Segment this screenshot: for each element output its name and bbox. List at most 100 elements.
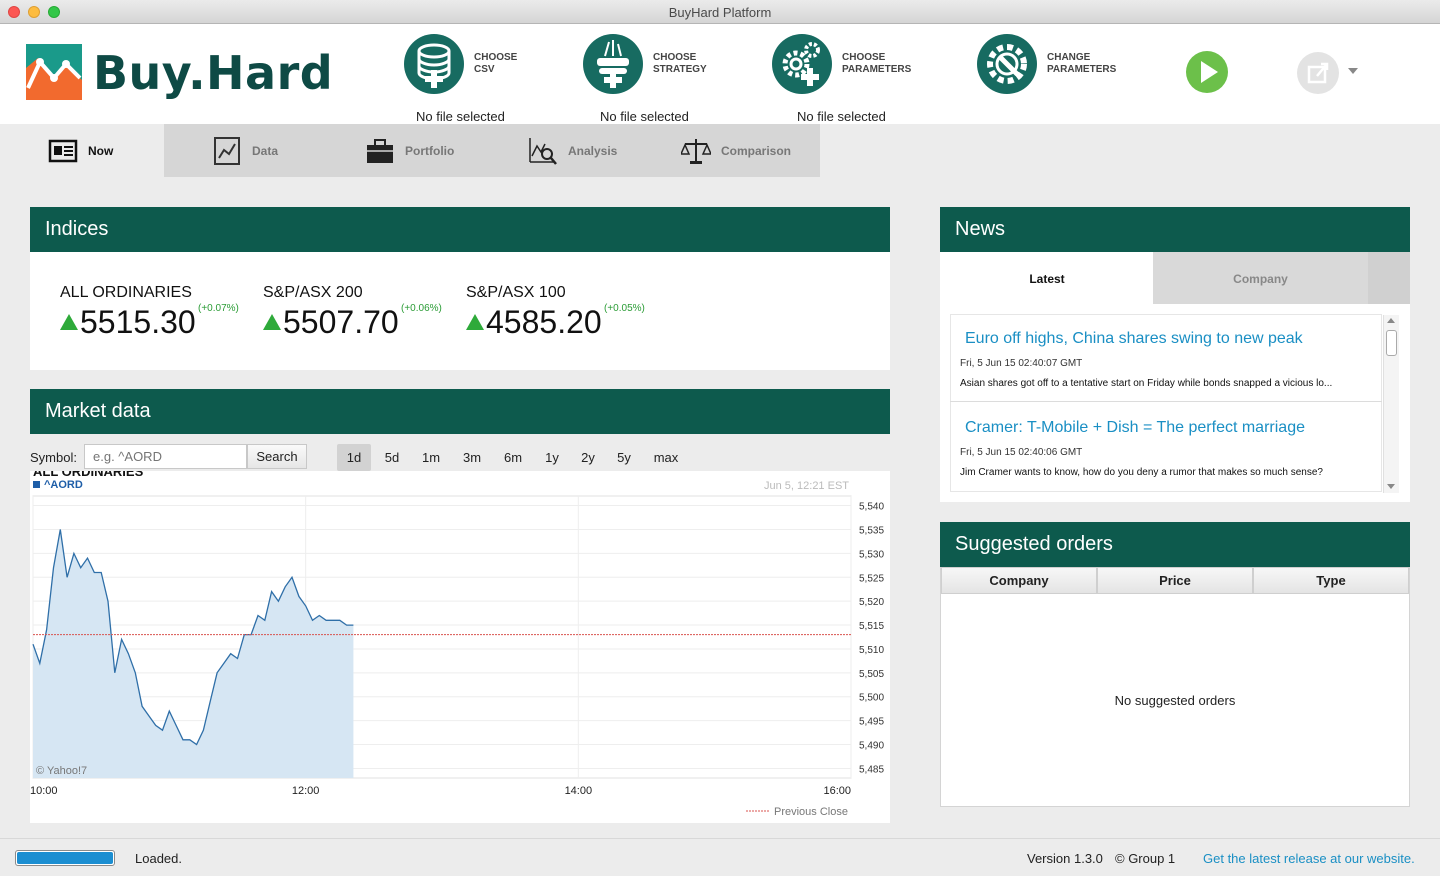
change-parameters-line1: CHANGE [1047, 52, 1091, 63]
series-area [33, 529, 354, 778]
index-value: 5507.70 [283, 304, 399, 340]
minimize-window-button[interactable] [28, 6, 40, 18]
close-window-button[interactable] [8, 6, 20, 18]
news-tab-latest[interactable]: Latest [941, 252, 1153, 304]
range-5y-button[interactable]: 5y [617, 450, 631, 465]
range-max-button[interactable]: max [653, 450, 679, 465]
indices-panel-title: Indices [30, 207, 890, 252]
y-tick-label: 5,510 [859, 645, 884, 656]
window-title: BuyHard Platform [668, 5, 772, 20]
x-tick-label: 16:00 [823, 785, 851, 797]
change-parameters-line2: PARAMETERS [1047, 64, 1117, 75]
news-scrollbar[interactable] [1383, 315, 1399, 493]
news-panel-title: News [940, 207, 1410, 252]
briefcase-icon [367, 138, 393, 163]
range-1m-button[interactable]: 1m [421, 450, 441, 465]
news-item[interactable]: Euro off highs, China shares swing to ne… [950, 330, 1382, 389]
y-tick-label: 5,515 [859, 621, 884, 632]
tab-analysis[interactable]: Analysis [528, 124, 617, 177]
gear-wrench-icon [987, 44, 1027, 84]
tab-data-label: Data [252, 143, 279, 158]
tab-portfolio[interactable]: Portfolio [365, 124, 454, 177]
news-item-title[interactable]: Cramer: T-Mobile + Dish = The perfect ma… [965, 419, 1305, 436]
y-tick-label: 5,520 [859, 597, 884, 608]
run-button[interactable] [1186, 51, 1228, 93]
index-change: (+0.05%) [604, 303, 645, 314]
app-logo-text: Buy.Hard [93, 46, 334, 100]
news-item-title[interactable]: Euro off highs, China shares swing to ne… [965, 330, 1303, 347]
orders-column-type[interactable]: Type [1253, 567, 1409, 594]
index-change: (+0.07%) [198, 303, 239, 314]
newspaper-icon [48, 139, 78, 162]
range-3m-button[interactable]: 3m [462, 450, 482, 465]
database-add-icon [417, 43, 451, 88]
news-scrollbar-thumb[interactable] [1386, 330, 1397, 356]
y-tick-label: 5,525 [859, 573, 884, 584]
range-1y-button[interactable]: 1y [545, 450, 559, 465]
index-sp-asx-100[interactable]: S&P/ASX 100 4585.20 (+0.05%) [466, 284, 645, 340]
window-title-bar: BuyHard Platform [0, 0, 1440, 24]
y-tick-label: 5,485 [859, 764, 884, 775]
x-tick-label: 12:00 [292, 785, 320, 797]
y-tick-label: 5,505 [859, 669, 884, 680]
index-name: ALL ORDINARIES [60, 284, 192, 301]
strategy-add-icon [597, 40, 629, 88]
choose-strategy-line2: STRATEGY [653, 64, 707, 75]
index-name: S&P/ASX 200 [263, 284, 363, 301]
scroll-up-icon[interactable] [1387, 318, 1395, 323]
zoom-window-button[interactable] [48, 6, 60, 18]
search-button[interactable]: Search [247, 444, 307, 469]
market-chart-container: 5,540 5,535 5,530 5,525 5,520 5,515 5,510 5,505… [30, 464, 890, 823]
latest-release-link[interactable]: Get the latest release at our website. [1203, 851, 1415, 866]
news-item[interactable]: Cramer: T-Mobile + Dish = The perfect ma… [950, 419, 1382, 478]
range-1d-button[interactable]: 1d [337, 444, 371, 471]
tab-comparison[interactable]: Comparison [681, 124, 791, 177]
choose-parameters-line2: PARAMETERS [842, 64, 912, 75]
orders-column-price[interactable]: Price [1097, 567, 1253, 594]
index-change: (+0.06%) [401, 303, 442, 314]
chart-source: © Yahoo!7 [36, 765, 87, 777]
index-value: 5515.30 [80, 304, 196, 340]
news-item-description: Asian shares got off to a tentative star… [960, 378, 1333, 389]
load-progress-bar [15, 850, 115, 866]
legend-swatch [33, 481, 40, 488]
range-6m-button[interactable]: 6m [503, 450, 523, 465]
group-text: © Group 1 [1115, 851, 1176, 866]
suggested-orders-panel-title: Suggested orders [940, 522, 1410, 567]
previous-close-legend-label: Previous Close [774, 806, 848, 818]
tab-portfolio-label: Portfolio [405, 143, 455, 158]
strategy-file-status: No file selected [600, 109, 689, 124]
orders-column-company[interactable]: Company [941, 567, 1097, 594]
index-all-ordinaries[interactable]: ALL ORDINARIES 5515.30 (+0.07%) [60, 284, 239, 340]
range-5d-button[interactable]: 5d [384, 450, 400, 465]
tab-data[interactable]: Data [212, 124, 278, 177]
tab-analysis-label: Analysis [568, 143, 618, 158]
gears-add-icon [782, 42, 820, 86]
csv-file-status: No file selected [416, 109, 505, 124]
market-data-panel-title: Market data [30, 389, 890, 434]
choose-strategy-line1: CHOOSE [653, 52, 697, 63]
status-text: Loaded. [135, 851, 182, 866]
news-tab-company[interactable]: Company [1153, 252, 1368, 304]
y-tick-label: 5,530 [859, 549, 884, 560]
version-text: Version 1.3.0 [1027, 851, 1103, 866]
y-tick-label: 5,535 [859, 525, 884, 536]
export-dropdown-caret-icon[interactable] [1348, 68, 1358, 74]
parameters-file-status: No file selected [797, 109, 886, 124]
y-tick-label: 5,495 [859, 717, 884, 728]
range-2y-button[interactable]: 2y [581, 450, 595, 465]
tab-now[interactable]: Now [0, 124, 164, 177]
series-line [32, 529, 354, 746]
symbol-label: Symbol: [30, 450, 77, 465]
index-name: S&P/ASX 100 [466, 284, 566, 301]
x-tick-label: 14:00 [565, 785, 593, 797]
market-chart[interactable]: 5,540 5,535 5,530 5,525 5,520 5,515 5,510 5,505… [30, 464, 890, 823]
export-button[interactable] [1297, 52, 1339, 94]
legend-label: ^AORD [44, 479, 83, 491]
choose-parameters-line1: CHOOSE [842, 52, 886, 63]
index-sp-asx-200[interactable]: S&P/ASX 200 5507.70 (+0.06%) [263, 284, 442, 340]
symbol-input[interactable] [84, 444, 247, 469]
scroll-down-icon[interactable] [1387, 484, 1395, 489]
news-list [950, 314, 1382, 492]
news-item-description: Jim Cramer wants to know, how do you den… [960, 467, 1323, 478]
